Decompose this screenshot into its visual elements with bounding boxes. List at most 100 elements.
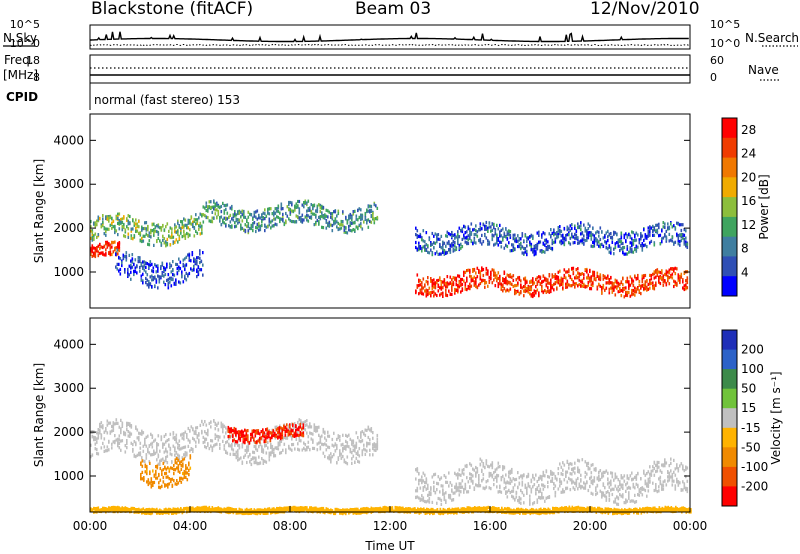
- echo-cell: [152, 278, 155, 282]
- echo-cell: [182, 471, 184, 476]
- echo-cell: [230, 427, 233, 431]
- echo-cell: [680, 223, 683, 227]
- echo-cell: [686, 280, 689, 285]
- echo-cell: [310, 425, 313, 429]
- echo-cell: [448, 240, 450, 244]
- echo-cell: [177, 219, 179, 223]
- echo-cell: [124, 228, 127, 232]
- echo-cell: [225, 441, 227, 445]
- echo-cell: [319, 209, 322, 214]
- echo-cell: [685, 229, 687, 233]
- echo-cell: [574, 481, 576, 485]
- echo-cell: [505, 473, 507, 477]
- echo-cell: [178, 224, 181, 228]
- echo-cell: [676, 282, 678, 286]
- echo-cell: [445, 491, 447, 495]
- echo-cell: [472, 479, 474, 483]
- echo-cell: [574, 240, 576, 245]
- echo-cell: [686, 466, 689, 470]
- echo-cell: [643, 287, 645, 291]
- echo-cell: [542, 487, 545, 491]
- echo-cell: [141, 511, 143, 515]
- echo-cell: [288, 217, 290, 221]
- echo-cell: [470, 239, 473, 243]
- echo-cell: [491, 473, 494, 477]
- echo-cell: [165, 455, 167, 460]
- echo-cell: [250, 432, 252, 436]
- echo-cell: [120, 439, 122, 443]
- echo-cell: [208, 219, 211, 223]
- echo-cell: [517, 486, 519, 490]
- echo-cell: [165, 475, 168, 479]
- echo-cell: [443, 283, 446, 287]
- echo-cell: [646, 234, 648, 238]
- echo-cell: [560, 480, 563, 484]
- echo-cell: [449, 292, 452, 296]
- echo-cell: [270, 220, 272, 224]
- echo-cell: [643, 274, 645, 278]
- echo-cell: [97, 244, 100, 248]
- echo-cell: [325, 219, 328, 223]
- echo-cell: [369, 219, 371, 224]
- echo-cell: [160, 436, 163, 440]
- echo-cell: [451, 282, 453, 286]
- echo-cell: [130, 506, 133, 510]
- echo-cell: [149, 260, 152, 264]
- echo-cell: [154, 451, 157, 455]
- echo-cell: [181, 225, 184, 230]
- echo-cell: [445, 293, 447, 297]
- echo-cell: [258, 222, 260, 226]
- echo-cell: [416, 486, 419, 490]
- echo-cell: [115, 252, 117, 257]
- echo-cell: [542, 279, 545, 283]
- echo-cell: [186, 466, 189, 470]
- echo-cell: [250, 438, 252, 442]
- echo-cell: [613, 478, 615, 482]
- echo-cell: [195, 229, 197, 233]
- echo-cell: [150, 442, 152, 446]
- echo-cell: [237, 210, 239, 214]
- echo-cell: [322, 214, 325, 218]
- echo-cell: [193, 264, 195, 268]
- echo-cell: [538, 233, 540, 237]
- echo-cell: [180, 220, 182, 224]
- echo-cell: [439, 242, 441, 247]
- echo-cell: [685, 240, 687, 244]
- echo-cell: [169, 448, 172, 452]
- echo-cell: [563, 268, 566, 272]
- echo-cell: [427, 486, 429, 490]
- echo-cell: [253, 440, 256, 444]
- echo-cell: [473, 283, 476, 287]
- echo-cell: [270, 226, 272, 230]
- echo-cell: [144, 459, 146, 463]
- echo-cell: [184, 264, 186, 269]
- echo-cell: [297, 215, 299, 220]
- echo-cell: [599, 243, 602, 247]
- echo-cell: [530, 490, 533, 494]
- echo-cell: [327, 209, 329, 213]
- echo-cell: [157, 269, 159, 273]
- echo-cell: [632, 292, 635, 296]
- echo-cell: [223, 221, 226, 225]
- echo-cell: [282, 212, 284, 216]
- echo-cell: [182, 262, 185, 266]
- echo-cell: [302, 426, 305, 430]
- echo-cell: [136, 428, 139, 432]
- echo-cell: [584, 460, 587, 464]
- echo-cell: [547, 240, 549, 244]
- echo-cell: [499, 232, 501, 236]
- echo-cell: [644, 473, 647, 477]
- echo-cell: [476, 286, 479, 290]
- echo-cell: [321, 442, 323, 446]
- echo-cell: [497, 227, 500, 231]
- echo-cell: [670, 475, 672, 479]
- echo-cell: [422, 292, 425, 296]
- echo-cell: [128, 273, 131, 277]
- echo-cell: [140, 274, 143, 278]
- echo-cell: [166, 265, 168, 269]
- echo-cell: [635, 500, 638, 504]
- radar-title: Blackstone (fitACF): [91, 0, 253, 19]
- echo-cell: [646, 472, 648, 476]
- echo-cell: [590, 463, 593, 467]
